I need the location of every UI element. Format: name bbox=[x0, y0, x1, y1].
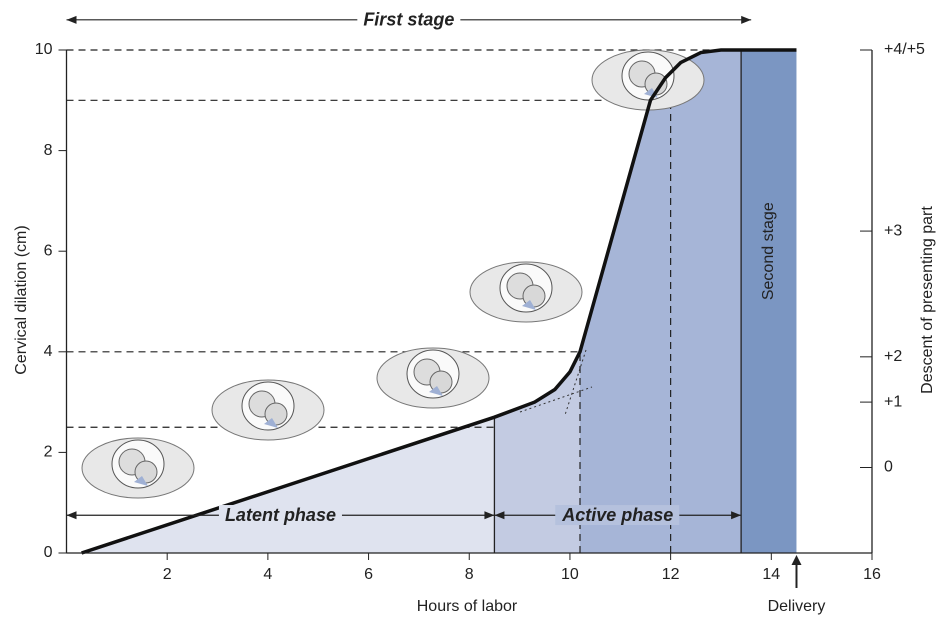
pelvis-illustration bbox=[212, 380, 324, 440]
second-stage-label: Second stage bbox=[760, 202, 777, 300]
y-axis-label: Cervical dilation (cm) bbox=[13, 225, 30, 374]
x-tick-label: 4 bbox=[263, 566, 272, 583]
chart: Cervical dilation (cm) Hours of labor De… bbox=[0, 0, 948, 619]
y-tick-label: 4 bbox=[44, 343, 53, 360]
pelvis-illustration bbox=[377, 348, 489, 408]
delivery-arrow-head bbox=[791, 555, 801, 565]
y-tick-label: 2 bbox=[44, 444, 53, 461]
arrow-head bbox=[67, 16, 77, 24]
span-label: Active phase bbox=[561, 505, 673, 525]
pelvis-illustration bbox=[470, 262, 582, 322]
y2-tick-label: +3 bbox=[884, 222, 902, 239]
y-tick-label: 8 bbox=[44, 142, 53, 159]
arrow-head bbox=[67, 511, 77, 519]
y2-tick-label: +4/+5 bbox=[884, 41, 925, 58]
y2-tick-label: +2 bbox=[884, 348, 902, 365]
arrow-head bbox=[741, 16, 751, 24]
x-tick-label: 12 bbox=[662, 566, 680, 583]
y2-tick-label: 0 bbox=[884, 459, 893, 476]
x-tick-label: 14 bbox=[762, 566, 780, 583]
x-tick-label: 6 bbox=[364, 566, 373, 583]
y-tick-label: 10 bbox=[35, 41, 53, 58]
delivery-label: Delivery bbox=[768, 598, 826, 615]
x-tick-label: 10 bbox=[561, 566, 579, 583]
x-tick-label: 8 bbox=[465, 566, 474, 583]
span-label: Latent phase bbox=[225, 505, 336, 525]
y-tick-label: 6 bbox=[44, 242, 53, 259]
y2-tick-label: +1 bbox=[884, 393, 902, 410]
y-tick-label: 0 bbox=[44, 544, 53, 561]
x-tick-label: 16 bbox=[863, 566, 881, 583]
x-tick-label: 2 bbox=[163, 566, 172, 583]
pelvis-illustration bbox=[82, 438, 194, 498]
x-axis-label: Hours of labor bbox=[417, 598, 518, 615]
y2-axis-label: Descent of presenting part bbox=[919, 206, 936, 394]
span-label: First stage bbox=[363, 10, 454, 30]
